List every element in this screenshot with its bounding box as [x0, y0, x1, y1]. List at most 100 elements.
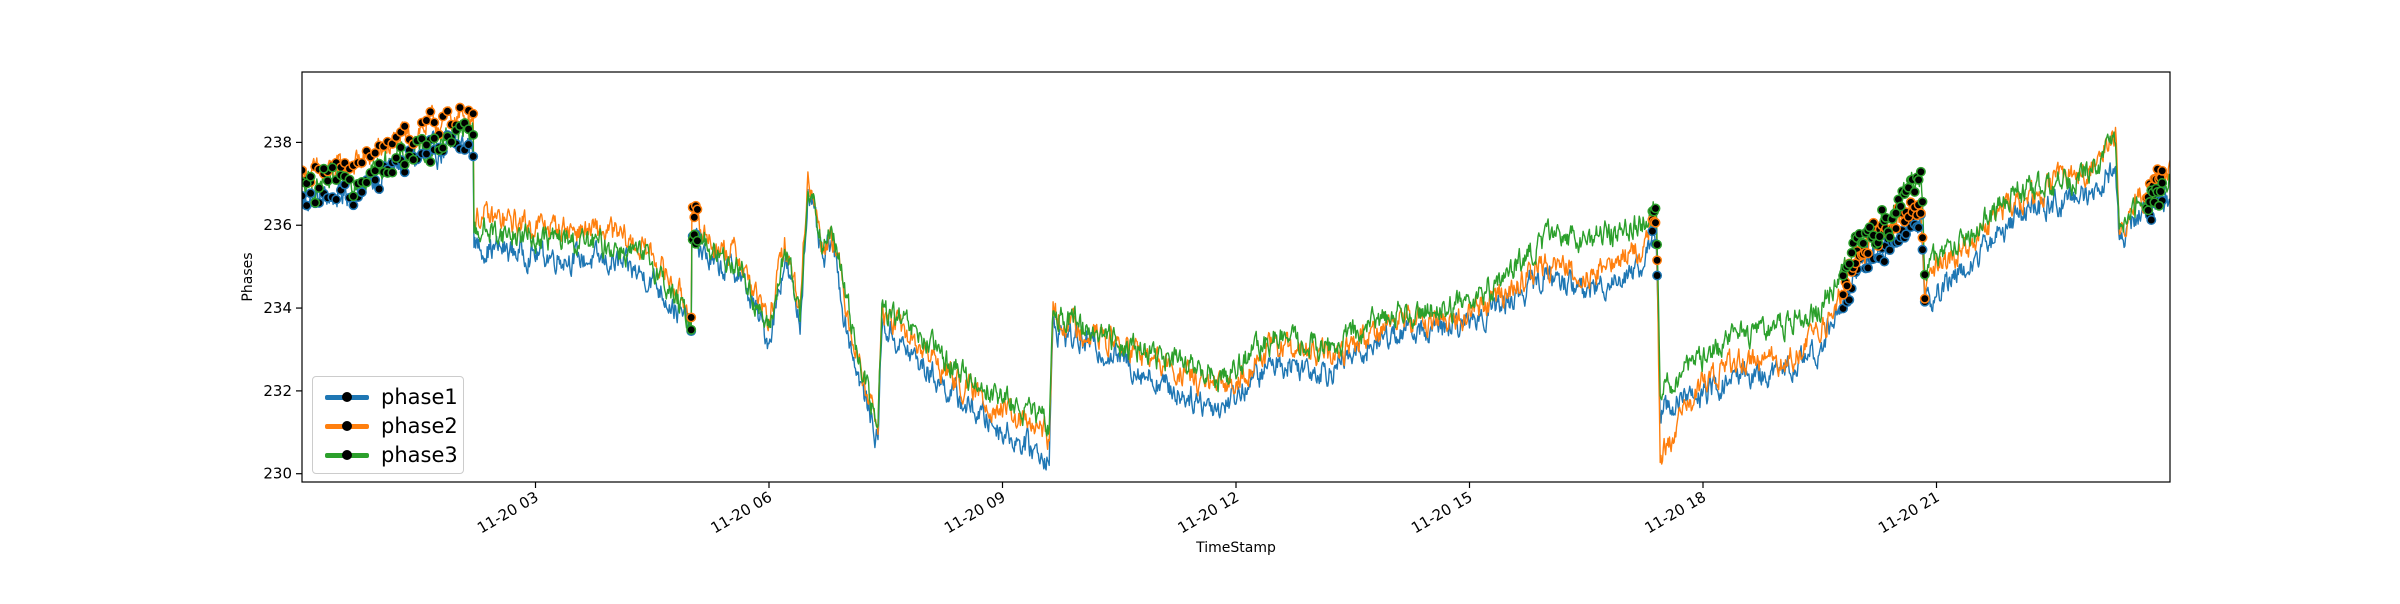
- marker-phase3: [348, 191, 359, 202]
- marker-phase3: [1909, 186, 1920, 197]
- marker-phase3: [314, 183, 325, 194]
- marker-phase3: [305, 171, 316, 182]
- x-tick-label: 11-20 21: [1875, 488, 1942, 537]
- legend-label-phase2: phase2: [381, 414, 458, 438]
- marker-phase2: [2157, 165, 2168, 176]
- marker-phase3: [421, 139, 432, 150]
- marker-phase3: [1650, 203, 1661, 214]
- marker-phase2: [356, 157, 367, 168]
- marker-phase2: [1863, 248, 1873, 259]
- marker-phase2: [1919, 293, 1930, 304]
- marker-phase1: [370, 175, 381, 185]
- marker-phase2: [370, 148, 381, 158]
- marker-phase1: [1879, 256, 1890, 267]
- marker-phase1: [331, 194, 342, 205]
- plot-frame: [301, 71, 2171, 483]
- marker-phase2: [442, 106, 453, 117]
- marker-phase2: [455, 102, 465, 113]
- marker-phase3: [395, 142, 406, 153]
- y-tick-label: 236: [263, 216, 292, 234]
- marker-phase3: [1913, 174, 1924, 185]
- marker-phase3: [361, 177, 372, 188]
- marker-phase3: [374, 158, 385, 169]
- marker-phase3: [408, 154, 419, 165]
- x-tick-label: 11-20 15: [1408, 488, 1475, 537]
- series-line-phase2: [302, 104, 2170, 465]
- marker-phase1: [356, 187, 367, 198]
- marker-phase2: [1650, 217, 1661, 228]
- y-tick-label: 230: [263, 465, 292, 483]
- legend-item-phase3: phase3: [323, 441, 458, 469]
- marker-phase3: [1864, 222, 1875, 233]
- marker-phase3: [1844, 258, 1855, 269]
- marker-phase2: [686, 312, 697, 323]
- marker-phase3: [387, 167, 398, 178]
- marker-phase3: [1917, 196, 1928, 207]
- marker-phase2: [1915, 208, 1926, 219]
- marker-phase3: [425, 156, 436, 167]
- marker-phase3: [2154, 200, 2165, 211]
- marker-phase2: [1652, 255, 1663, 266]
- legend-item-phase1: phase1: [323, 383, 458, 411]
- marker-phase2: [1842, 280, 1852, 291]
- series-layer: [302, 104, 2170, 471]
- marker-phase2: [429, 117, 440, 128]
- marker-phase3: [1891, 208, 1901, 219]
- marker-phase2: [689, 212, 700, 223]
- y-tick-label: 234: [263, 299, 292, 317]
- marker-phase3: [318, 163, 329, 174]
- marker-phase3: [399, 159, 410, 170]
- marker-phase1: [2146, 215, 2157, 225]
- series-line-phase1: [302, 130, 2170, 471]
- marker-phase1: [1844, 294, 1855, 305]
- x-axis-label: TimeStamp: [1195, 540, 1276, 556]
- marker-phase3: [391, 152, 402, 163]
- legend-swatch-phase3: [323, 441, 371, 469]
- marker-phase1: [1652, 270, 1663, 281]
- marker-phase2: [1917, 232, 1928, 243]
- marker-phase2: [1838, 289, 1849, 300]
- marker-phase2: [302, 165, 307, 176]
- marker-phase3: [692, 235, 703, 246]
- x-tick-label: 11-20 09: [941, 488, 1008, 537]
- x-tick-label: 11-20 18: [1642, 488, 1709, 537]
- marker-phase1: [374, 184, 385, 194]
- marker-phase1: [302, 200, 312, 211]
- marker-phase3: [437, 143, 448, 154]
- marker-phase3: [1652, 239, 1663, 250]
- marker-phase2: [468, 108, 479, 119]
- marker-phase3: [446, 137, 457, 148]
- marker-phase3: [1874, 231, 1885, 242]
- x-tick-label: 11-20 06: [708, 488, 775, 537]
- marker-phase1: [305, 188, 316, 199]
- marker-phase1: [1901, 229, 1912, 240]
- marker-layer: [302, 102, 2168, 337]
- y-tick-label: 238: [263, 133, 292, 151]
- legend-item-phase2: phase2: [323, 412, 458, 440]
- legend: phase1 phase2 phase3: [312, 376, 464, 474]
- marker-phase1: [1647, 226, 1658, 237]
- marker-phase1: [348, 200, 359, 211]
- marker-phase1: [1917, 244, 1928, 255]
- marker-phase3: [468, 129, 479, 140]
- marker-phase2: [399, 121, 410, 132]
- marker-phase3: [686, 324, 697, 335]
- marker-phase3: [1915, 166, 1926, 177]
- marker-phase1: [421, 148, 432, 159]
- marker-phase2: [1891, 223, 1901, 234]
- legend-label-phase1: phase1: [381, 385, 458, 409]
- marker-phase2: [425, 106, 436, 117]
- marker-phase1: [468, 151, 479, 162]
- x-tick-label: 11-20 03: [474, 488, 541, 537]
- y-axis-label: Phases: [240, 252, 256, 301]
- marker-phase1: [302, 190, 307, 201]
- marker-phase3: [344, 174, 355, 185]
- marker-phase3: [2157, 178, 2168, 188]
- marker-phase3: [1884, 232, 1895, 243]
- marker-phase2: [692, 204, 703, 215]
- marker-phase3: [2155, 186, 2166, 197]
- marker-phase3: [1877, 204, 1887, 215]
- x-tick-label: 11-20 12: [1175, 488, 1242, 537]
- x-axis: 11-20 03 11-20 06 11-20 09 11-20 12 11-20 15…: [474, 482, 1943, 537]
